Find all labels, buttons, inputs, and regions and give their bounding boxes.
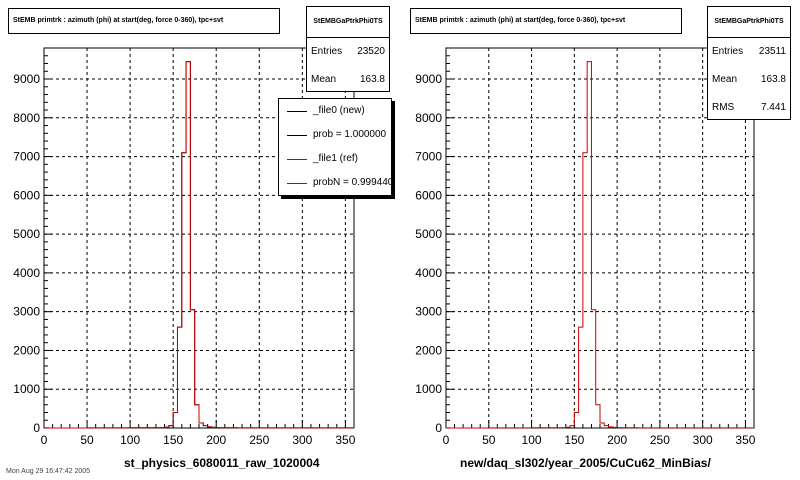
x-tick-label: 250	[249, 433, 269, 447]
legend-label: _file1 (ref)	[313, 153, 359, 164]
x-tick-label: 150	[564, 433, 584, 447]
right-histogram-pad: 0 50 100 150 200 250 300 350 0 1000 2000 3000 4000 50…	[415, 47, 756, 447]
right-histogram-series-0	[445, 61, 755, 429]
y-tick-label: 8000	[415, 111, 442, 125]
y-tick-label: 9000	[415, 72, 442, 86]
x-tick-label: 50	[80, 433, 94, 447]
x-tick-label: 350	[735, 433, 755, 447]
stats-label: Mean	[712, 74, 738, 85]
legend-line-swatch	[287, 159, 307, 160]
legend-entry-probn: probN = 0.999440	[279, 171, 391, 195]
stats-value: 7.441	[760, 102, 786, 113]
legend-entry-file0: _file0 (new)	[279, 99, 391, 123]
stats-value: 163.8	[760, 74, 786, 85]
right-stats-name: StEMBGaPtrkPhi0TS	[708, 7, 790, 38]
stats-label: RMS	[712, 102, 735, 113]
left-legend: _file0 (new) prob = 1.000000 _file1 (ref…	[278, 98, 392, 196]
x-tick-label: 0	[443, 433, 450, 447]
left-stats-box: StEMBGaPtrkPhi0TS Entries 23520 Mean 163…	[306, 6, 390, 92]
stats-value: 23520	[357, 46, 385, 57]
y-tick-label: 2000	[415, 343, 442, 357]
right-stats-box: StEMBGaPtrkPhi0TS Entries 23511 Mean 163…	[707, 6, 791, 120]
stats-label: Entries	[712, 46, 744, 57]
y-tick-label: 9000	[13, 72, 40, 86]
y-tick-label: 2000	[13, 343, 40, 357]
x-tick-label: 250	[650, 433, 670, 447]
right-stats-row-entries: Entries 23511	[708, 38, 790, 66]
y-tick-label: 7000	[415, 150, 442, 164]
x-tick-label: 0	[41, 433, 48, 447]
stats-label: Entries	[311, 46, 343, 57]
left-stats-row-entries: Entries 23520	[307, 38, 389, 66]
left-plot-title: StEMB primtrk : azimuth (phi) at start(d…	[8, 8, 280, 34]
y-tick-label: 3000	[13, 305, 40, 319]
y-tick-label: 1000	[13, 382, 40, 396]
y-tick-label: 3000	[415, 305, 442, 319]
right-stats-row-mean: Mean 163.8	[708, 66, 790, 94]
y-tick-label: 5000	[13, 227, 40, 241]
stats-value: 23511	[758, 46, 786, 57]
legend-line-swatch	[287, 183, 307, 184]
y-tick-label: 0	[435, 421, 442, 435]
right-stats-row-rms: RMS 7.441	[708, 94, 790, 122]
stats-value: 163.8	[359, 74, 385, 85]
x-tick-label: 100	[522, 433, 542, 447]
x-tick-label: 300	[292, 433, 312, 447]
left-stats-row-mean: Mean 163.8	[307, 66, 389, 94]
y-tick-label: 7000	[13, 150, 40, 164]
x-tick-label: 200	[607, 433, 627, 447]
legend-line-swatch	[287, 135, 307, 136]
legend-line-swatch	[287, 111, 307, 112]
left-histogram-series-1	[43, 61, 355, 429]
y-tick-label: 4000	[13, 266, 40, 280]
right-x-axis-title: new/daq_sl302/year_2005/CuCu62_MinBias/	[460, 456, 711, 470]
x-tick-label: 50	[482, 433, 496, 447]
legend-label: _file0 (new)	[313, 105, 365, 116]
timestamp-footer: Mon Aug 29 16:47:42 2005	[6, 468, 91, 475]
left-x-axis-title: st_physics_6080011_raw_1020004	[124, 456, 320, 470]
legend-label: probN = 0.999440	[313, 177, 392, 188]
y-tick-label: 4000	[415, 266, 442, 280]
x-tick-label: 100	[120, 433, 140, 447]
y-tick-label: 1000	[415, 382, 442, 396]
x-tick-label: 350	[335, 433, 355, 447]
y-tick-label: 0	[33, 421, 40, 435]
y-tick-label: 5000	[415, 227, 442, 241]
y-tick-label: 6000	[415, 188, 442, 202]
y-tick-label: 6000	[13, 188, 40, 202]
legend-entry-file1: _file1 (ref)	[279, 147, 391, 171]
x-tick-label: 200	[206, 433, 226, 447]
right-plot-title: StEMB primtrk : azimuth (phi) at start(d…	[410, 8, 682, 34]
y-tick-label: 8000	[13, 111, 40, 125]
stats-label: Mean	[311, 74, 337, 85]
legend-label: prob = 1.000000	[313, 129, 387, 140]
legend-entry-prob: prob = 1.000000	[279, 123, 391, 147]
x-tick-label: 150	[163, 433, 183, 447]
left-stats-name: StEMBGaPtrkPhi0TS	[307, 7, 389, 38]
x-tick-label: 300	[693, 433, 713, 447]
